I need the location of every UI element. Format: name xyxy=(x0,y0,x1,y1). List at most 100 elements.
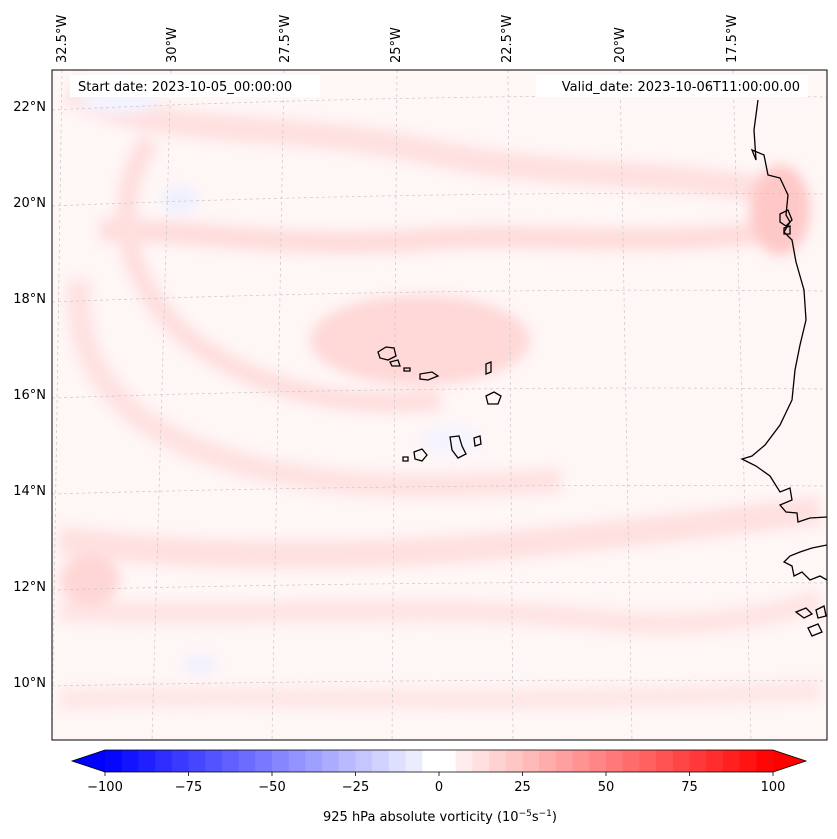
gridline-lon-20w xyxy=(619,70,633,740)
gridline-lat-12n xyxy=(52,581,827,591)
colorbar-cell xyxy=(188,750,206,772)
gridline-lon-17-5w xyxy=(732,70,752,740)
colorbar-tick-label: −100 xyxy=(87,780,123,795)
vorticity-neg-patch-3 xyxy=(184,655,216,675)
colorbar-min-extension xyxy=(72,750,105,772)
gridline-lat-22n xyxy=(52,95,827,111)
african-coastline-south xyxy=(782,544,827,581)
colorbar-cell xyxy=(171,750,189,772)
colorbar-cell xyxy=(706,750,724,772)
colorbar-cell xyxy=(105,750,123,772)
vorticity-patch-sw xyxy=(60,555,120,605)
gridline-lat-18n xyxy=(52,289,827,303)
colorbar-cell xyxy=(572,750,590,772)
gridline-lon-32-5w xyxy=(52,70,63,740)
vorticity-band-arc-5 xyxy=(58,496,822,569)
gridline-lat-20n xyxy=(52,192,827,207)
vorticity-core-islands xyxy=(310,295,530,385)
vorticity-band-arc-3 xyxy=(116,134,441,413)
island-maio xyxy=(473,435,482,447)
colorbar-tick-label: 25 xyxy=(514,780,531,795)
colorbar-cell xyxy=(155,750,173,772)
colorbar-cell xyxy=(472,750,490,772)
colorbar-ticks: −100 −75 −50 −25 0 25 50 75 100 xyxy=(87,772,785,795)
colorbar-cell xyxy=(455,750,473,772)
colorbar-cell xyxy=(338,750,356,772)
colorbar-cell xyxy=(422,750,440,772)
colorbar-cell xyxy=(722,750,740,772)
colorbar-tick-label: −75 xyxy=(175,780,202,795)
colorbar-label-exp1: −5 xyxy=(519,809,532,819)
colorbar-tick-label: −25 xyxy=(342,780,369,795)
valid-date-label: Valid_date: 2023-10-06T11:00:00.00 xyxy=(562,80,800,95)
lon-label-22-5w: 22.5°W xyxy=(500,15,515,63)
lon-label-30w: 30°W xyxy=(165,27,180,63)
colorbar-tick-label: 50 xyxy=(598,780,615,795)
colorbar-cell xyxy=(238,750,256,772)
start-date-label: Start date: 2023-10-05_00:00:00 xyxy=(78,80,292,95)
colorbar-label-end: ) xyxy=(552,810,557,825)
colorbar-tick-label: 100 xyxy=(761,780,786,795)
colorbar-cell xyxy=(138,750,156,772)
vorticity-band-arc-2 xyxy=(99,219,782,254)
colorbar-cell xyxy=(672,750,690,772)
colorbar-max-extension xyxy=(773,750,806,772)
island-fogo xyxy=(413,448,428,462)
colorbar-cell xyxy=(622,750,640,772)
colorbar-cell xyxy=(355,750,373,772)
colorbar-cell xyxy=(288,750,306,772)
island-sao-nicolau xyxy=(419,371,440,381)
lat-label-10n: 10°N xyxy=(13,676,46,691)
island-sao-vicente xyxy=(389,359,401,367)
colorbar-cell xyxy=(756,750,774,772)
vorticity-band-outer-arc xyxy=(63,78,763,203)
colorbar-cell xyxy=(505,750,523,772)
island-santiago xyxy=(449,435,467,459)
colorbar-cell xyxy=(739,750,757,772)
longitude-labels: 32.5°W 30°W 27.5°W 25°W 22.5°W 20°W 17.5… xyxy=(55,15,740,63)
gridline-lat-16n xyxy=(52,387,827,399)
colorbar-cell xyxy=(221,750,239,772)
colorbar-cell xyxy=(388,750,406,772)
island-boa-vista xyxy=(485,391,502,405)
colorbar-cell xyxy=(606,750,624,772)
colorbar-label-exp2: −1 xyxy=(539,809,552,819)
colorbar-cell xyxy=(439,750,457,772)
colorbar-cell xyxy=(656,750,674,772)
colorbar-cell xyxy=(489,750,507,772)
lat-label-18n: 18°N xyxy=(13,292,46,307)
lat-label-16n: 16°N xyxy=(13,388,46,403)
gridline-lon-27-5w xyxy=(271,70,285,740)
colorbar-cell xyxy=(689,750,707,772)
lon-label-25w: 25°W xyxy=(389,27,404,63)
vorticity-band-arc-7 xyxy=(59,680,821,710)
banc-arguin-island xyxy=(779,209,793,235)
colorbar-cell xyxy=(255,750,273,772)
lat-label-14n: 14°N xyxy=(13,484,46,499)
colorbar-cell xyxy=(372,750,390,772)
gridline-lat-14n xyxy=(52,485,827,495)
gridline-lon-30w xyxy=(151,70,172,740)
colorbar-label-main: 925 hPa absolute vorticity (10 xyxy=(323,810,519,825)
lon-label-17-5w: 17.5°W xyxy=(725,15,740,63)
colorbar-cell xyxy=(205,750,223,772)
colorbar-cell xyxy=(405,750,423,772)
lon-label-20w: 20°W xyxy=(613,27,628,63)
map-panel xyxy=(52,70,827,740)
colorbar-cells xyxy=(105,750,774,772)
colorbar-cell xyxy=(555,750,573,772)
lat-label-12n: 12°N xyxy=(13,580,46,595)
gridlines xyxy=(52,70,827,740)
vorticity-band-arc-4 xyxy=(66,278,561,498)
gridline-lon-22-5w xyxy=(507,70,514,740)
gridline-lon-25w xyxy=(391,70,398,740)
lat-label-20n: 20°N xyxy=(13,196,46,211)
island-santo-antao xyxy=(377,346,397,361)
vorticity-neg-patch-1 xyxy=(162,186,198,214)
colorbar-cell xyxy=(639,750,657,772)
colorbar-cell xyxy=(121,750,139,772)
island-santa-luzia xyxy=(403,367,411,372)
colorbar-label-mid: s xyxy=(532,810,539,825)
bissagos-islands xyxy=(794,605,827,637)
